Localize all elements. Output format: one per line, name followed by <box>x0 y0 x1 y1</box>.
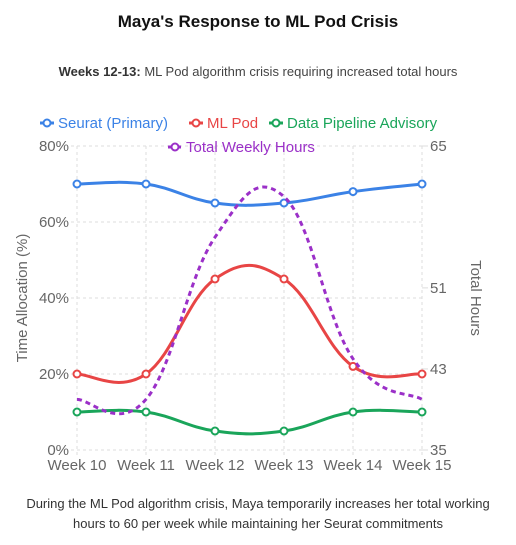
data-point[interactable] <box>279 426 289 436</box>
data-point[interactable] <box>279 198 289 208</box>
data-point[interactable] <box>417 369 427 379</box>
series-data-pipeline-advisory <box>72 407 427 436</box>
data-point[interactable] <box>348 187 358 197</box>
legend-item[interactable]: ML Pod <box>189 115 258 132</box>
chart-caption: During the ML Pod algorithm crisis, Maya… <box>26 496 490 531</box>
y-left-tick-label: 60% <box>39 214 69 231</box>
series-ml-pod <box>72 263 427 384</box>
y-left-axis-title: Time Allocation (%) <box>14 234 31 363</box>
legend-item[interactable]: Total Weekly Hours <box>168 139 315 156</box>
chart-subtitle: Weeks 12-13: ML Pod algorithm crisis req… <box>0 64 516 79</box>
series-line <box>76 185 423 416</box>
data-point[interactable] <box>72 407 82 417</box>
data-point[interactable] <box>72 369 82 379</box>
series-line <box>76 263 423 384</box>
series-seurat-primary <box>72 179 427 208</box>
legend-label: Total Weekly Hours <box>186 139 315 156</box>
x-tick-label: Week 15 <box>393 457 452 474</box>
legend-swatch-marker <box>191 118 201 128</box>
axes: Week 10 Week 11 Week 12 Week 13 Week 14 Week … <box>14 138 484 474</box>
chart-legend[interactable]: Seurat (Primary) ML Pod Data Pipeline Advi… <box>40 115 438 156</box>
data-point[interactable] <box>279 274 289 284</box>
data-point[interactable] <box>417 407 427 417</box>
data-point[interactable] <box>72 179 82 189</box>
y-right-axis-title: Total Hours <box>467 260 484 336</box>
legend-swatch-marker <box>170 142 180 152</box>
legend-label: ML Pod <box>207 115 258 132</box>
y-right-tick-label: 35 <box>430 442 447 459</box>
legend-item[interactable]: Seurat (Primary) <box>40 115 168 132</box>
data-point[interactable] <box>141 407 151 417</box>
series-total-weekly-hours <box>76 185 423 416</box>
series-line <box>76 180 423 207</box>
chart-title: Maya's Response to ML Pod Crisis <box>117 12 399 31</box>
legend-swatch-marker <box>42 118 52 128</box>
data-point[interactable] <box>210 426 220 436</box>
data-point[interactable] <box>141 369 151 379</box>
y-right-tick-label: 43 <box>430 361 447 378</box>
legend-label: Data Pipeline Advisory <box>287 115 438 132</box>
y-right-tick-label: 65 <box>430 138 447 155</box>
data-point[interactable] <box>348 361 358 371</box>
x-tick-label: Week 14 <box>324 457 383 474</box>
data-point[interactable] <box>210 274 220 284</box>
data-point[interactable] <box>210 198 220 208</box>
series-line <box>76 408 423 436</box>
x-tick-label: Week 13 <box>255 457 314 474</box>
y-left-tick-label: 40% <box>39 290 69 307</box>
x-tick-label: Week 10 <box>48 457 107 474</box>
x-tick-label: Week 11 <box>117 457 175 474</box>
legend-item[interactable]: Data Pipeline Advisory <box>269 115 438 132</box>
data-point[interactable] <box>141 179 151 189</box>
x-tick-label: Week 12 <box>186 457 245 474</box>
data-point[interactable] <box>417 179 427 189</box>
y-right-tick-label: 51 <box>430 280 447 297</box>
y-left-tick-label: 0% <box>47 442 69 459</box>
grid-lines <box>71 145 428 456</box>
line-chart: Seurat (Primary) ML Pod Data Pipeline Advi… <box>14 115 484 474</box>
subtitle-highlight: Weeks 12-13: <box>58 64 141 79</box>
y-left-tick-label: 20% <box>39 366 69 383</box>
series-group <box>72 179 427 436</box>
data-point[interactable] <box>348 407 358 417</box>
legend-label: Seurat (Primary) <box>58 115 168 132</box>
legend-swatch-marker <box>271 118 281 128</box>
subtitle-text: ML Pod algorithm crisis requiring increa… <box>140 64 458 79</box>
y-left-tick-label: 80% <box>39 138 69 155</box>
